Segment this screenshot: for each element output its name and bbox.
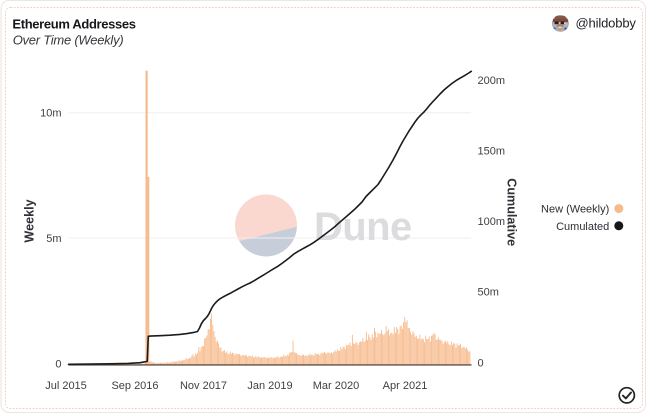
svg-text:0: 0 <box>478 358 484 370</box>
svg-text:Weekly: Weekly <box>23 199 37 242</box>
svg-text:@hildobby: @hildobby <box>576 16 637 31</box>
svg-text:50m: 50m <box>478 287 499 299</box>
svg-text:Sep 2016: Sep 2016 <box>111 380 158 392</box>
svg-text:Ethereum Addresses: Ethereum Addresses <box>12 17 135 32</box>
svg-text:Cumulated: Cumulated <box>556 221 609 233</box>
svg-text:Over Time (Weekly): Over Time (Weekly) <box>13 33 124 48</box>
svg-text:100m: 100m <box>478 216 506 228</box>
svg-text:Jan 2019: Jan 2019 <box>247 380 292 392</box>
svg-text:Apr 2021: Apr 2021 <box>383 380 428 392</box>
svg-text:New (Weekly): New (Weekly) <box>541 204 609 216</box>
svg-text:5m: 5m <box>46 233 61 245</box>
svg-text:150m: 150m <box>478 146 506 158</box>
svg-text:200m: 200m <box>478 75 506 87</box>
svg-text:Dune: Dune <box>314 205 412 249</box>
svg-text:Jul 2015: Jul 2015 <box>45 380 87 392</box>
svg-text:Mar 2020: Mar 2020 <box>313 380 359 392</box>
svg-text:10m: 10m <box>40 108 61 120</box>
svg-text:0: 0 <box>55 359 61 371</box>
svg-text:Nov 2017: Nov 2017 <box>180 380 227 392</box>
svg-text:Cumulative: Cumulative <box>505 178 519 246</box>
